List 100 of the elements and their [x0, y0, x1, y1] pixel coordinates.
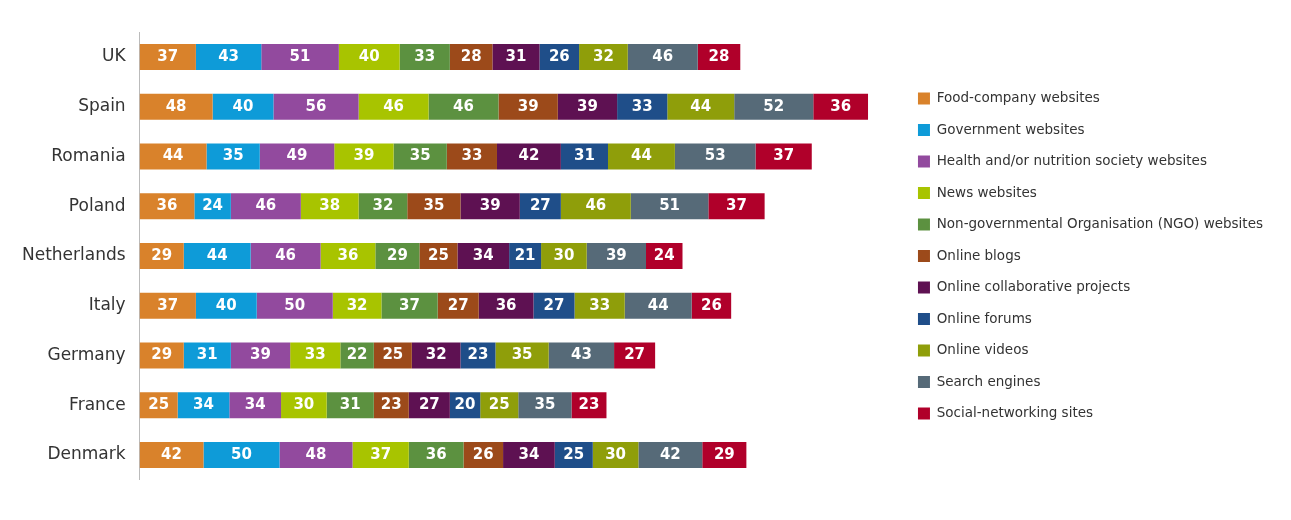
- bar: [256, 292, 333, 319]
- data-label: 40: [232, 96, 254, 115]
- data-label: 46: [275, 245, 297, 264]
- data-label: 44: [690, 96, 712, 115]
- bar: [492, 44, 540, 71]
- data-label: 46: [383, 96, 405, 115]
- data-label: 49: [286, 146, 308, 165]
- data-label: 34: [518, 444, 540, 463]
- legend-label: Health and/or nutrition society websites: [936, 152, 1207, 168]
- data-label: 50: [231, 444, 252, 463]
- legend-label: Online videos: [936, 341, 1029, 357]
- data-label: 21: [514, 245, 536, 264]
- data-label: 36: [337, 245, 359, 264]
- y-tick-label: Spain: [78, 95, 126, 116]
- legend-label: News websites: [936, 183, 1037, 200]
- bar: [667, 93, 735, 120]
- data-label: 51: [289, 46, 311, 65]
- legend-label: Non-governmental Organisation (NGO) websites: [936, 215, 1264, 231]
- bar: [496, 143, 561, 170]
- bar: [352, 441, 409, 468]
- data-label: 51: [659, 196, 681, 215]
- y-tick-label: Romania: [51, 144, 126, 165]
- data-label: 23: [380, 395, 402, 414]
- data-label: 34: [244, 395, 266, 414]
- data-label: 29: [713, 444, 735, 463]
- data-label: 30: [553, 245, 575, 264]
- legend-label: Food-company websites: [936, 89, 1100, 105]
- y-tick-label: Netherlands: [21, 244, 126, 265]
- data-label: 35: [534, 395, 556, 414]
- data-label: 33: [589, 295, 611, 314]
- data-label: 34: [472, 245, 494, 264]
- y-tick-label: Germany: [47, 343, 126, 364]
- bar: [139, 93, 213, 120]
- data-label: 39: [577, 96, 598, 115]
- bar: [195, 44, 262, 71]
- data-label: 50: [284, 295, 306, 314]
- legend-label: Social-networking sites: [936, 404, 1094, 420]
- data-label: 40: [215, 295, 237, 314]
- data-label: 33: [414, 46, 436, 65]
- data-label: 33: [461, 146, 483, 165]
- data-label: 44: [162, 146, 184, 165]
- bar: [139, 292, 196, 319]
- bar: [259, 143, 335, 170]
- data-label: 42: [659, 444, 681, 463]
- data-label: 28: [460, 46, 482, 65]
- bar: [230, 193, 301, 220]
- y-tick-label: UK: [102, 45, 127, 66]
- data-label: 32: [372, 196, 394, 215]
- bar: [734, 93, 814, 120]
- bar: [358, 93, 429, 120]
- data-label: 26: [472, 444, 494, 463]
- bar: [381, 292, 438, 319]
- data-label: 32: [425, 345, 447, 364]
- data-label: 26: [700, 295, 722, 314]
- bar: [624, 292, 692, 319]
- data-label: 35: [423, 196, 445, 215]
- legend-label: Government websites: [936, 120, 1085, 137]
- data-label: 29: [151, 345, 173, 364]
- bar: [139, 44, 196, 71]
- legend-label: Online forums: [936, 309, 1032, 326]
- data-label: 42: [161, 444, 182, 463]
- data-label: 25: [428, 245, 449, 264]
- data-label: 33: [631, 96, 653, 115]
- data-label: 38: [319, 196, 341, 215]
- data-label: 24: [653, 245, 675, 264]
- bar: [638, 441, 703, 468]
- data-label: 39: [479, 196, 501, 215]
- bar: [279, 441, 353, 468]
- y-tick-label: Denmark: [47, 443, 126, 464]
- legend-label: Online blogs: [936, 246, 1021, 263]
- data-label: 27: [418, 395, 440, 414]
- data-label: 37: [399, 295, 420, 314]
- data-label: 32: [592, 46, 614, 65]
- bar: [273, 93, 359, 120]
- data-label: 27: [529, 196, 551, 215]
- data-label: 35: [409, 146, 431, 165]
- data-label: 53: [704, 146, 726, 165]
- bar: [607, 143, 675, 170]
- data-label: 37: [157, 295, 179, 314]
- data-label: 52: [763, 96, 785, 115]
- data-label: 40: [358, 46, 380, 65]
- bar: [183, 243, 251, 269]
- data-label: 31: [505, 46, 527, 65]
- data-label: 37: [370, 444, 392, 463]
- data-label: 46: [585, 196, 607, 215]
- data-label: 48: [305, 444, 327, 463]
- bar: [548, 342, 615, 369]
- data-label: 24: [202, 196, 224, 215]
- data-label: 39: [517, 96, 539, 115]
- data-label: 46: [255, 196, 277, 215]
- bar: [460, 193, 520, 220]
- y-tick-label: Poland: [68, 194, 126, 215]
- bar: [708, 193, 765, 220]
- data-label: 32: [346, 295, 368, 314]
- y-tick-label: France: [69, 393, 126, 414]
- legend-label: Online collaborative projects: [936, 278, 1131, 294]
- data-label: 29: [151, 245, 173, 264]
- bar: [261, 44, 339, 71]
- data-label: 30: [605, 444, 627, 463]
- data-label: 30: [293, 395, 315, 414]
